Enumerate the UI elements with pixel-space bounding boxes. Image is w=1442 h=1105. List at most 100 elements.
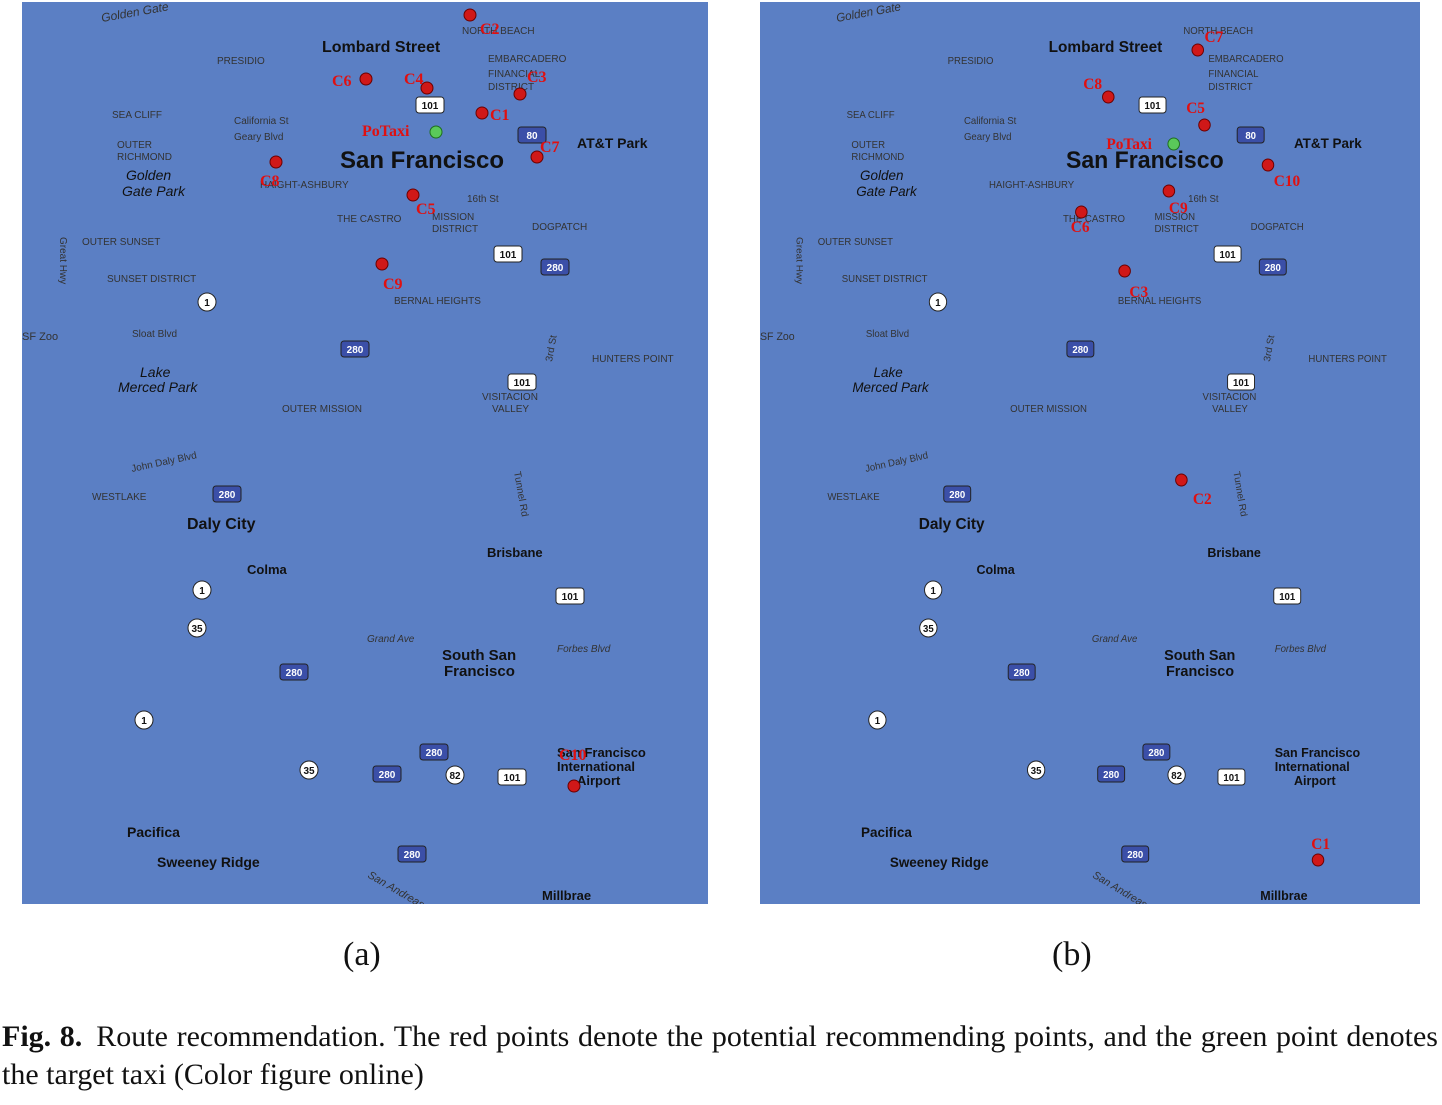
label-great-hwy: Great Hwy (794, 237, 805, 284)
label-hunters-point: HUNTERS POINT (1308, 354, 1386, 365)
label-embarcadero: EMBARCADERO (488, 54, 567, 65)
label-merced-park: Merced Park (852, 380, 929, 395)
point-label-c9: C9 (1169, 200, 1188, 217)
shield-280-south: 280 (372, 765, 402, 783)
shield-101-airport: 101 (497, 768, 527, 786)
shield-35-south: 35 (299, 760, 319, 780)
label-the-castro: THE CASTRO (337, 214, 402, 225)
label-mission-district: DISTRICT (432, 224, 478, 235)
point-label-c9: C9 (383, 276, 403, 293)
recommend-point-c5 (406, 188, 420, 202)
label-financial: FINANCIAL (1208, 69, 1259, 80)
svg-text:280: 280 (1265, 263, 1282, 274)
shield-280-millbrae: 280 (397, 845, 427, 863)
recommend-point-c3 (1118, 264, 1131, 278)
label-bernal-heights: BERNAL HEIGHTS (394, 296, 481, 307)
label-16th-st: 16th St (1188, 194, 1219, 205)
label-pacifica: Pacifica (861, 825, 912, 840)
shield-35-north: 35 (919, 618, 938, 638)
label-south-san: South San (1164, 648, 1235, 664)
shield-1-colma: 1 (924, 580, 943, 600)
target-taxi-label: PoTaxi (362, 123, 410, 140)
svg-text:280: 280 (1148, 748, 1165, 759)
point-label-c10: C10 (559, 747, 587, 764)
svg-text:280: 280 (1072, 345, 1089, 356)
label-sfo-1: San Francisco (1275, 745, 1361, 760)
label-great-hwy: Great Hwy (57, 237, 68, 284)
target-taxi-point (1167, 137, 1180, 151)
label-3rd-st: 3rd St (544, 334, 560, 362)
label-daly-city: Daly City (919, 516, 985, 533)
point-label-c6: C6 (1071, 219, 1090, 236)
svg-text:280: 280 (379, 770, 396, 781)
label-presidio: PRESIDIO (217, 56, 265, 67)
recommend-point-c1 (475, 106, 489, 120)
recommend-point-c9 (1162, 184, 1176, 198)
label-visitacion: VISITACION (482, 392, 538, 403)
label-gate-park: Gate Park (122, 183, 186, 199)
point-label-c7: C7 (1204, 29, 1223, 46)
recommend-point-c6 (359, 72, 373, 86)
shield-280-daly: 280 (212, 485, 242, 503)
svg-text:101: 101 (1279, 592, 1296, 603)
label-bernal-heights: BERNAL HEIGHTS (1118, 296, 1202, 307)
svg-text:280: 280 (547, 263, 564, 274)
label-brisbane: Brisbane (1207, 545, 1260, 560)
recommend-point-c3 (513, 87, 527, 101)
svg-text:80: 80 (1245, 131, 1256, 142)
svg-text:35: 35 (191, 624, 203, 635)
recommend-point-c4 (420, 81, 434, 95)
panel-label-b: (b) (1052, 936, 1092, 973)
label-sfo-3: Airport (577, 773, 621, 788)
point-label-c4: C4 (404, 71, 424, 88)
recommend-point-c10 (567, 779, 581, 793)
shield-35-north: 35 (187, 618, 207, 638)
point-label-c1: C1 (490, 107, 510, 124)
shield-1-sunset: 1 (197, 292, 217, 312)
caption-text: Route recommendation. The red points den… (2, 1020, 1438, 1091)
label-lombard-street: Lombard Street (1049, 39, 1163, 56)
shield-280-east: 280 (1258, 258, 1287, 276)
label-mission: MISSION (1154, 212, 1195, 223)
label-sunset-district: SUNSET DISTRICT (107, 274, 196, 285)
label-merced-park: Merced Park (118, 379, 198, 395)
shield-101-brisbane: 101 (555, 587, 585, 605)
label-sunset-district: SUNSET DISTRICT (842, 274, 928, 285)
point-label-c8: C8 (1083, 76, 1102, 93)
point-label-c5: C5 (1186, 100, 1205, 117)
bay-water (760, 2, 1420, 904)
label-millbrae: Millbrae (1260, 888, 1307, 903)
map-panel-a: Golden Gate Lombard Street NORTH BEACH EMBA… (22, 2, 708, 904)
recommend-point-c7 (1191, 43, 1205, 57)
svg-text:35: 35 (303, 766, 315, 777)
label-golden: Golden (860, 168, 903, 183)
label-south-san: South San (442, 647, 516, 664)
point-label-c6: C6 (332, 73, 352, 90)
label-sf-zoo: SF Zoo (760, 331, 795, 343)
label-sweeney-ridge: Sweeney Ridge (157, 854, 260, 870)
svg-text:101: 101 (562, 592, 579, 603)
recommend-point-c8 (269, 155, 283, 169)
recommend-point-c2 (463, 8, 477, 22)
label-att-park: AT&T Park (1294, 136, 1362, 151)
shield-101-mission: 101 (1213, 245, 1242, 263)
label-sfo-3: Airport (1294, 773, 1336, 788)
label-millbrae: Millbrae (542, 888, 591, 903)
recommend-point-c7 (530, 150, 544, 164)
shield-280-east: 280 (540, 258, 570, 276)
shield-280-millbrae: 280 (1121, 845, 1150, 863)
label-lake: Lake (874, 365, 904, 380)
svg-text:1: 1 (141, 716, 147, 727)
panel-label-a: (a) (343, 936, 381, 973)
shield-80: 80 (1236, 126, 1265, 144)
label-financial-district: DISTRICT (1208, 82, 1252, 93)
shield-80: 80 (517, 126, 547, 144)
svg-text:35: 35 (923, 624, 934, 635)
shield-1-colma: 1 (192, 580, 212, 600)
recommend-point-c2 (1175, 473, 1188, 487)
label-valley: VALLEY (492, 404, 529, 415)
label-16th-st: 16th St (467, 194, 499, 205)
label-mission-district: DISTRICT (1154, 224, 1198, 235)
svg-text:280: 280 (1103, 770, 1120, 781)
